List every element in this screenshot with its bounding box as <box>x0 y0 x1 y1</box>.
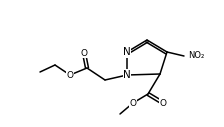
Text: N: N <box>123 70 131 80</box>
Text: N: N <box>123 47 131 57</box>
Text: NO₂: NO₂ <box>188 52 204 60</box>
Text: O: O <box>67 70 73 80</box>
Text: O: O <box>129 99 136 107</box>
Text: O: O <box>80 49 88 58</box>
Text: O: O <box>159 99 166 107</box>
